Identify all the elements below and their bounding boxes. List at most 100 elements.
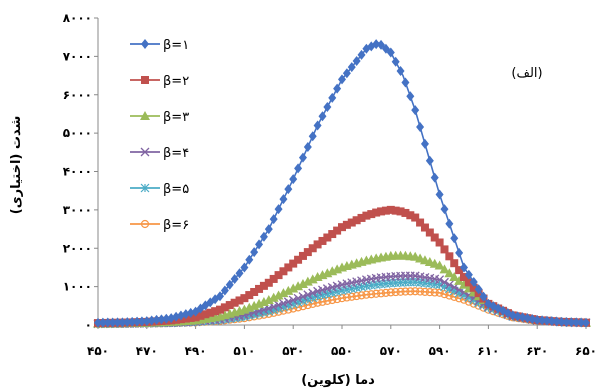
legend-swatch-marker — [141, 39, 149, 49]
series-β=۴-point — [269, 302, 279, 312]
series-β=۱-point — [123, 317, 132, 328]
series-β=۲-point — [318, 236, 327, 245]
series-β=۱-point — [552, 316, 561, 327]
y-tick-label: ۳۰۰۰ — [63, 203, 92, 217]
series-β=۱-point — [118, 317, 127, 328]
series-β=۱-point — [133, 316, 142, 327]
series-β=۲-point — [425, 228, 434, 237]
series-β=۶-point — [391, 287, 400, 297]
series-β=۲-point — [435, 238, 444, 247]
series-β=۱-point — [557, 316, 566, 327]
chart-annotation: (الف) — [511, 66, 542, 81]
x-tick-label: ۴۵۰ — [87, 344, 109, 358]
legend-item: β=۱ — [130, 38, 189, 53]
series-β=۲-point — [377, 207, 386, 216]
legend-swatch-marker — [141, 76, 149, 84]
legend-swatch-marker — [140, 111, 150, 120]
series-β=۱-point — [274, 204, 283, 215]
series-β=۱-point — [313, 120, 322, 131]
series-β=۱-point — [469, 277, 478, 288]
chart-legend: β=۱ β=۲ β=۳ β=۴ β=۵ β=۶ — [130, 38, 189, 233]
x-axis-title: دما (کلوین) — [301, 373, 375, 388]
series-β=۱-point — [342, 68, 351, 79]
series-β=۶-point — [357, 291, 366, 300]
series-β=۲-point — [352, 216, 361, 225]
series-β=۱-point — [538, 315, 547, 326]
series-β=۱-point — [137, 316, 146, 327]
y-tick-label: ۷۰۰۰ — [63, 49, 92, 63]
legend-label: β=۳ — [163, 110, 189, 125]
series-β=۱-point — [298, 152, 307, 163]
series-β=۲-point — [274, 271, 283, 280]
series-β=۳-point — [459, 279, 469, 289]
series-β=۱-point — [220, 285, 229, 296]
series-β=۱-point — [372, 39, 381, 50]
series-β=۴-point — [308, 288, 318, 298]
series-β=۲-point — [303, 248, 312, 257]
series-β=۱-point — [328, 92, 337, 103]
series-β=۲-point — [191, 313, 200, 322]
series-β=۱-point — [435, 189, 444, 200]
series-β=۴-point — [444, 280, 454, 290]
series-β=۲-point — [216, 305, 224, 314]
series-β=۳-point — [302, 276, 313, 286]
series-β=۱-point — [577, 317, 586, 328]
series-β=۲-point — [430, 233, 439, 242]
series-β=۲-point — [455, 266, 464, 275]
series-β=۶-point — [406, 287, 415, 296]
series-β=۲-point — [342, 220, 351, 229]
series-β=۳-point — [307, 274, 318, 284]
series-β=۱-point — [430, 172, 439, 183]
series-β=۱-point — [352, 55, 361, 66]
series-β=۱-point — [547, 316, 556, 327]
series-β=۱ — [94, 39, 590, 328]
series-β=۲-point — [420, 223, 429, 232]
series-β=۱-point — [450, 233, 459, 244]
series-β=۱-point — [513, 311, 522, 322]
series-β=۱-point — [289, 174, 298, 185]
series-β=۲-point — [279, 267, 288, 276]
series-β=۱-point — [391, 56, 400, 67]
series-β=۱-point — [333, 83, 342, 94]
series-β=۳-point — [449, 272, 460, 282]
y-tick-label: ۰ — [85, 318, 92, 332]
series-β=۲-point — [347, 218, 356, 227]
series-β=۲-point — [323, 233, 332, 242]
series-β=۱-point — [396, 65, 405, 76]
legend-label: β=۱ — [163, 38, 189, 53]
series-β=۱-point — [225, 279, 234, 290]
series-β=۱-point — [142, 316, 151, 327]
series-β=۱-point — [98, 317, 107, 328]
series-β=۶-point — [425, 288, 434, 297]
legend-swatch-marker — [140, 219, 150, 229]
series-β=۱-point — [479, 291, 488, 302]
series-β=۲-point — [259, 281, 268, 290]
series-β=۱-point — [420, 138, 429, 149]
y-tick-label: ۴۰۰۰ — [63, 165, 92, 179]
series-β=۲-point — [255, 284, 264, 293]
legend-item: β=۴ — [130, 146, 189, 161]
series-β=۶-point — [372, 289, 381, 298]
series-β=۱-point — [562, 317, 571, 328]
series-β=۱-point — [162, 313, 171, 324]
series-β=۶-point — [381, 288, 391, 297]
series-β=۴-point — [303, 290, 313, 300]
series-β=۱-point — [108, 317, 117, 328]
series-β=۳-point — [278, 288, 289, 298]
series-β=۱-point — [250, 247, 259, 258]
series-β=۱-point — [308, 131, 317, 142]
series-β=۱-point — [528, 314, 537, 325]
legend-swatch-marker — [140, 183, 150, 193]
series-β=۲-point — [211, 307, 220, 316]
series-β=۲-point — [469, 283, 478, 292]
series-β=۲-point — [406, 211, 415, 220]
series-β=۶-point — [401, 287, 410, 296]
series-β=۳-point — [444, 268, 455, 278]
series-β=۴-point — [440, 277, 449, 287]
x-tick-label: ۶۳۰ — [526, 344, 548, 358]
y-tick-label: ۲۰۰۰ — [63, 241, 92, 255]
chart-axes: ۰ ۱۰۰۰ ۲۰۰۰ ۳۰۰۰ ۴۰۰۰ ۵۰۰۰ ۶۰۰۰ ۷۰۰۰ ۸۰۰۰ ۴۵۰ ۴۷۰ ۴… — [63, 11, 596, 358]
series-β=۱-point — [303, 141, 312, 152]
series-β=۱-point — [464, 269, 473, 280]
series-β=۲-point — [250, 287, 259, 296]
